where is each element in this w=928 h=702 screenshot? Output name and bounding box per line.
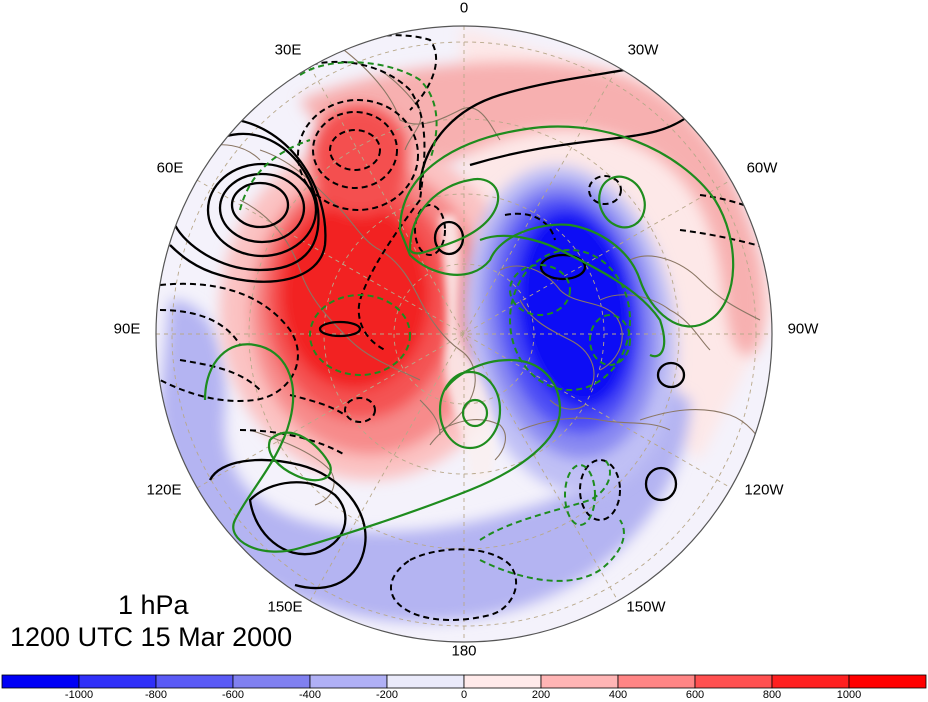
lon-label-120w: 120W — [744, 481, 784, 499]
colorbar-swatch — [386, 674, 465, 689]
colorbar-tick-label: 800 — [762, 689, 782, 701]
lon-label-120e: 120E — [146, 481, 182, 499]
lon-label-30e: 30E — [274, 41, 302, 59]
graticule — [156, 26, 772, 642]
lon-label-0: 0 — [459, 0, 469, 17]
lon-label-180: 180 — [451, 642, 477, 660]
lon-label-150w: 150W — [626, 598, 666, 616]
colorbar-swatch — [155, 674, 234, 689]
colorbar-swatch — [309, 674, 388, 689]
colorbar-tick-label: -800 — [144, 689, 168, 701]
lon-label-30w: 30W — [627, 41, 659, 59]
colorbar-tick-label: -200 — [375, 689, 399, 701]
positive-contours — [169, 66, 691, 590]
colorbar-swatch — [1, 674, 80, 689]
colorbar — [1, 674, 927, 689]
green-dashed-contours — [239, 61, 631, 582]
lon-label-60e: 60E — [156, 159, 184, 177]
pressure-level-label: 1 hPa — [118, 590, 189, 620]
colorbar-tick-label: -600 — [221, 689, 245, 701]
colorbar-swatch — [848, 674, 927, 689]
colorbar-swatch — [694, 674, 773, 689]
colorbar-swatch — [540, 674, 619, 689]
coastlines — [199, 39, 771, 506]
colorbar-swatch — [463, 674, 542, 689]
map-boundary — [155, 25, 773, 643]
timestamp-label: 1200 UTC 15 Mar 2000 — [10, 622, 293, 652]
lon-label-90w: 90W — [787, 320, 819, 338]
colorbar-swatch — [78, 674, 157, 689]
lon-label-60w: 60W — [746, 159, 778, 177]
anomaly-field — [156, 26, 772, 642]
colorbar-swatch — [617, 674, 696, 689]
colorbar-tick-label: 200 — [531, 689, 551, 701]
lon-label-150e: 150E — [267, 598, 303, 616]
colorbar-swatch — [771, 674, 850, 689]
colorbar-swatch — [232, 674, 311, 689]
colorbar-tick-label: -400 — [298, 689, 322, 701]
lon-label-90e: 90E — [113, 320, 141, 338]
colorbar-tick-label: 400 — [608, 689, 628, 701]
colorbar-tick-label: -1000 — [64, 689, 94, 701]
colorbar-tick-label: 600 — [685, 689, 705, 701]
green-contours — [203, 125, 735, 553]
colorbar-tick-label: 1000 — [836, 689, 862, 701]
colorbar-tick-label: 0 — [460, 689, 468, 701]
